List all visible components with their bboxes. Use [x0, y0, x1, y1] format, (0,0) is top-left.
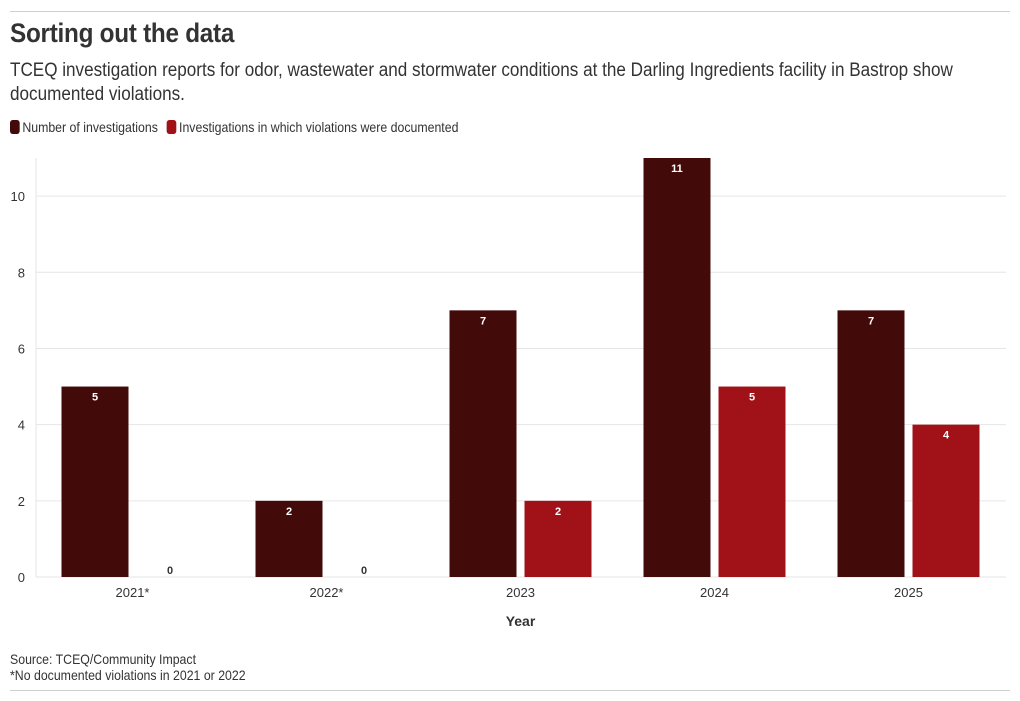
y-tick-label: 8 — [18, 265, 25, 280]
y-tick-label: 10 — [11, 189, 25, 204]
data-label: 7 — [480, 315, 486, 327]
y-tick-label: 6 — [18, 341, 25, 356]
data-label: 11 — [671, 163, 683, 175]
source-note: Source: TCEQ/Community Impact — [10, 651, 197, 667]
bar — [524, 500, 592, 577]
x-tick-label: 2022* — [310, 585, 344, 600]
x-axis-title: Year — [506, 613, 536, 629]
legend-swatch-violations — [166, 120, 177, 134]
bar — [643, 158, 711, 577]
bar — [837, 310, 905, 577]
bar — [718, 386, 786, 577]
legend-item-violations[interactable]: Investigations in which violations were … — [166, 119, 459, 135]
top-divider — [10, 11, 1010, 12]
bottom-divider — [10, 690, 1010, 691]
footnote: *No documented violations in 2021 or 202… — [10, 667, 246, 683]
legend-swatch-investigations — [10, 120, 20, 134]
data-label: 2 — [555, 506, 561, 518]
y-tick-label: 0 — [18, 570, 25, 585]
bar — [449, 310, 517, 577]
bar — [61, 386, 129, 577]
y-tick-label: 2 — [18, 494, 25, 509]
bar — [255, 500, 323, 577]
x-tick-label: 2023 — [506, 585, 535, 600]
data-label: 5 — [92, 392, 98, 404]
legend-label-violations: Investigations in which violations were … — [179, 119, 459, 135]
data-label: 2 — [286, 506, 292, 518]
x-tick-label: 2021* — [116, 585, 150, 600]
x-tick-label: 2025 — [894, 585, 923, 600]
chart-title: Sorting out the data — [10, 18, 235, 48]
bar — [912, 424, 980, 577]
data-label: 4 — [943, 430, 950, 442]
legend-label-investigations: Number of investigations — [22, 119, 158, 135]
data-label: 7 — [868, 315, 874, 327]
chart-subtitle: TCEQ investigation reports for odor, was… — [10, 60, 953, 105]
legend-item-investigations[interactable]: Number of investigations — [10, 119, 158, 135]
data-label: 0 — [361, 565, 367, 577]
x-tick-label: 2024 — [700, 585, 729, 600]
data-label: 0 — [167, 565, 173, 577]
data-label: 5 — [749, 392, 755, 404]
chart-legend: Number of investigations Investigations … — [10, 119, 467, 135]
chart-footer: Source: TCEQ/Community Impact *No docume… — [10, 651, 246, 683]
y-tick-label: 4 — [18, 418, 25, 433]
